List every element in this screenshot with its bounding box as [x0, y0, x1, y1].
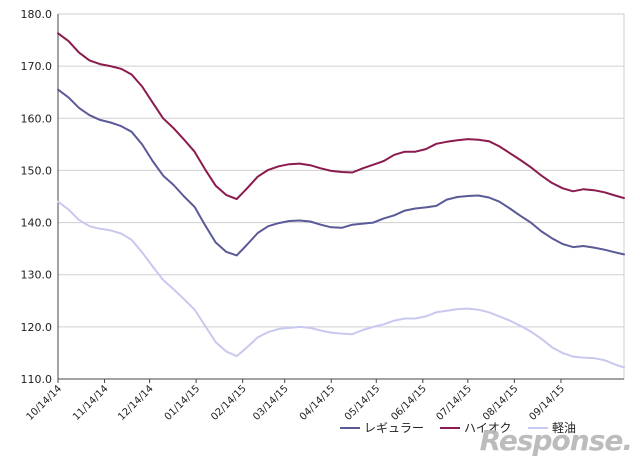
x-tick-label: 06/14/15: [389, 383, 429, 423]
x-tick-label: 11/14/14: [71, 383, 111, 423]
x-tick-label: 12/14/14: [116, 383, 156, 423]
x-tick-label: 02/14/15: [209, 383, 249, 423]
watermark-logo: Response.: [479, 424, 633, 457]
y-tick-labels: 110.0 120.0 130.0 140.0 150.0 160.0 170.0 180.0: [21, 8, 53, 386]
legend: レギュラー ハイオク 軽油: [340, 421, 576, 435]
y-tick-label: 110.0: [21, 373, 53, 386]
y-tick-label: 140.0: [21, 217, 53, 230]
x-tick-label: 03/14/15: [251, 383, 291, 423]
series-line-1: [57, 32, 625, 201]
series-line-0: [57, 88, 625, 257]
y-tick-label: 170.0: [21, 60, 53, 73]
x-tick-label: 10/14/14: [25, 383, 65, 423]
x-tick-labels: 10/14/14 11/14/14 12/14/14 01/14/15 02/14/15…: [25, 379, 567, 423]
series-line-2: [57, 200, 625, 369]
x-tick-label: 09/14/15: [528, 383, 568, 423]
legend-label-1: ハイオク: [464, 421, 512, 435]
y-tick-label: 130.0: [21, 269, 53, 282]
x-tick-label: 01/14/15: [163, 383, 203, 423]
legend-label-0: レギュラー: [364, 421, 424, 435]
y-tick-label: 120.0: [21, 321, 53, 334]
x-tick-label: 05/14/15: [343, 383, 383, 423]
plot-frame: [57, 13, 625, 380]
y-tick-label: 150.0: [21, 164, 53, 177]
x-tick-label: 07/14/15: [434, 383, 474, 423]
x-tick-label: 08/14/15: [481, 383, 521, 423]
y-tick-label: 160.0: [21, 112, 53, 125]
x-tick-label: 04/14/15: [298, 383, 338, 423]
y-tick-label: 180.0: [21, 8, 53, 21]
legend-label-2: 軽油: [552, 421, 576, 435]
axes: [57, 13, 625, 380]
series-lines: [57, 32, 625, 369]
gridlines: [58, 13, 624, 328]
